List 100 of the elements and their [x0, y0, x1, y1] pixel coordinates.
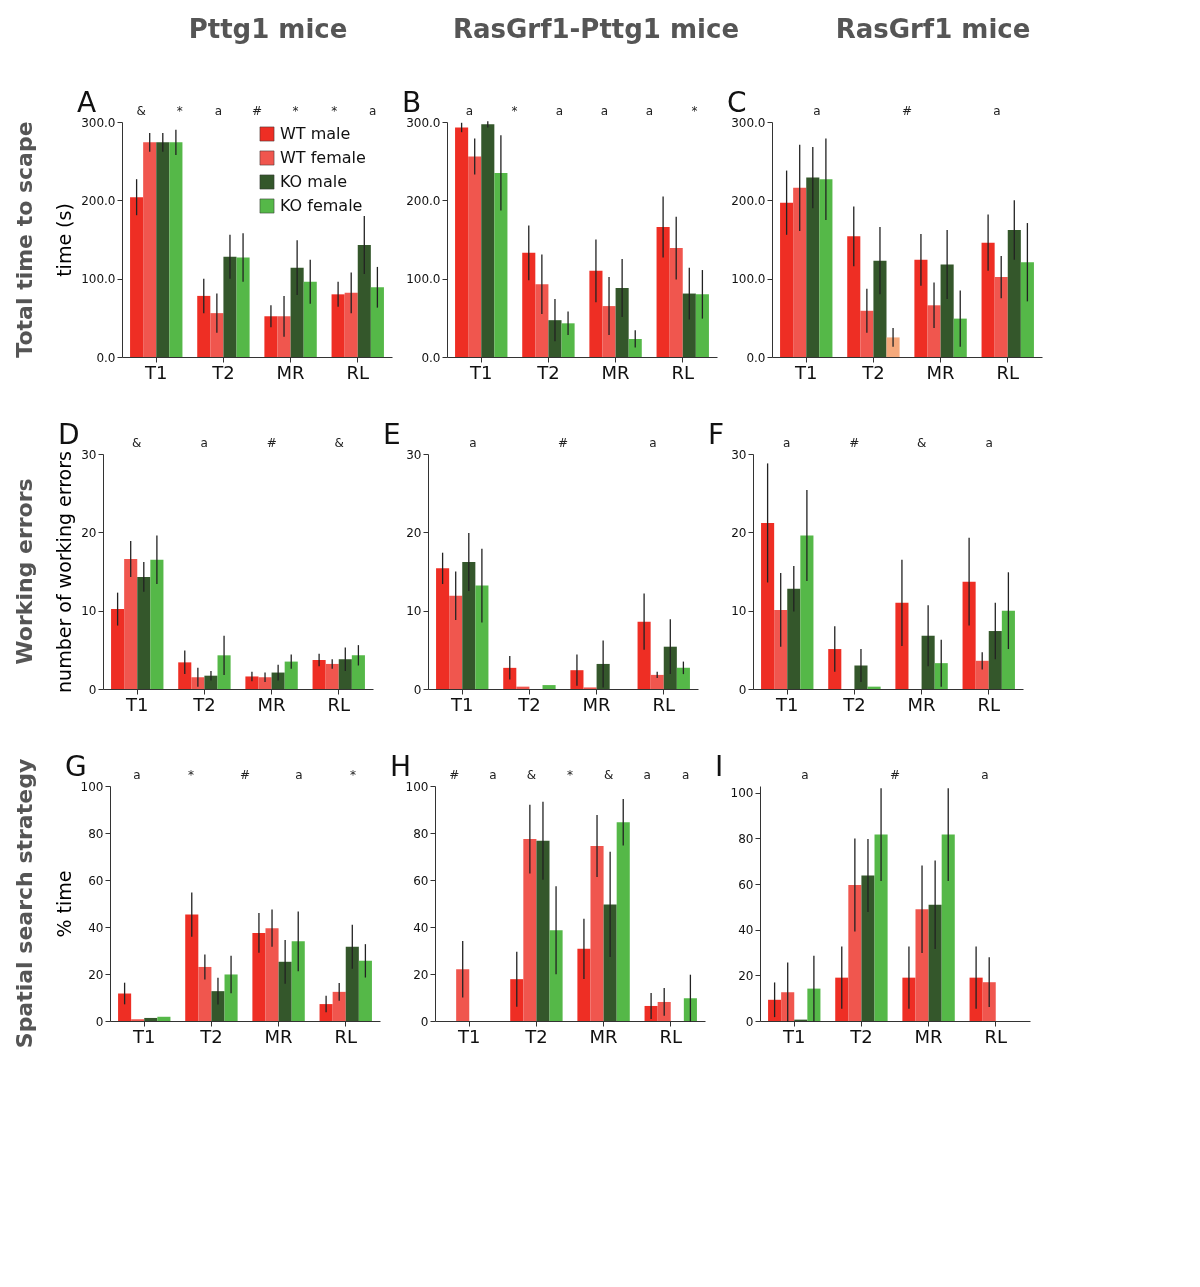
- y-tick-label: 30: [731, 447, 747, 462]
- text: #: [557, 436, 569, 450]
- text: a: [645, 104, 654, 118]
- x-tick-label: RL: [996, 361, 1020, 383]
- y-axis-title: number of working errors: [53, 451, 76, 693]
- text: a: [133, 768, 141, 782]
- y-tick-label: 100.0: [81, 272, 116, 287]
- text: #: [901, 104, 913, 118]
- x-tick-label: T2: [536, 361, 560, 383]
- y-axis-title: time (s): [53, 203, 76, 277]
- y-tick-label: 100.0: [406, 272, 441, 287]
- y-tick-label: 0: [738, 682, 747, 697]
- text: &: [334, 436, 344, 450]
- chart-title: F: [708, 418, 725, 451]
- text: #: [889, 768, 901, 782]
- text: &: [917, 436, 927, 450]
- x-tick-label: T2: [861, 361, 885, 383]
- text: #: [266, 436, 277, 450]
- legend-label: WT female: [280, 148, 366, 167]
- y-tick-label: 40: [88, 920, 104, 935]
- x-tick-label: T1: [782, 1025, 806, 1047]
- x-tick-label: T1: [469, 361, 493, 383]
- text: a: [783, 436, 791, 450]
- y-tick-label: 20: [88, 967, 104, 982]
- x-tick-label: T2: [211, 361, 235, 383]
- text: *: [176, 104, 183, 118]
- text: *: [331, 104, 338, 118]
- y-axis-title: % time: [52, 870, 75, 938]
- y-tick-label: 200.0: [81, 193, 116, 208]
- x-tick-label: MR: [589, 1025, 618, 1047]
- legend-label: KO male: [280, 172, 347, 191]
- text: a: [682, 768, 690, 782]
- text: a: [465, 104, 474, 118]
- y-tick-label: 100: [730, 786, 754, 801]
- text: a: [981, 768, 989, 782]
- y-tick-label: 100.0: [731, 272, 766, 287]
- y-tick-label: 0.0: [96, 350, 116, 365]
- text: *: [188, 768, 194, 782]
- x-tick-label: T1: [144, 361, 168, 383]
- x-tick-label: RL: [659, 1025, 683, 1047]
- text: &: [132, 436, 142, 450]
- x-tick-label: T2: [849, 1025, 873, 1047]
- x-tick-label: T2: [524, 1025, 548, 1047]
- text: a: [369, 104, 377, 118]
- y-tick-label: 20: [413, 967, 429, 982]
- text: a: [813, 104, 821, 118]
- chart-title: I: [715, 750, 724, 783]
- y-tick-label: 10: [731, 604, 747, 619]
- text: *: [691, 104, 698, 118]
- text: a: [600, 104, 609, 118]
- text: RasGrf1 mice: [835, 14, 1031, 44]
- y-tick-label: 20: [738, 968, 754, 983]
- text: Working errors: [12, 478, 37, 665]
- text: a: [214, 104, 223, 118]
- text: &: [136, 104, 146, 118]
- x-tick-label: RL: [671, 361, 695, 383]
- text: Spatial search strategy: [12, 758, 37, 1049]
- chart-title: E: [383, 418, 401, 451]
- y-tick-label: 60: [738, 877, 754, 892]
- x-tick-label: T2: [192, 693, 216, 715]
- text: a: [985, 436, 993, 450]
- y-tick-label: 20: [731, 525, 747, 540]
- x-tick-label: T1: [132, 1025, 156, 1047]
- y-tick-label: 40: [738, 923, 754, 938]
- y-tick-label: 20: [406, 525, 422, 540]
- y-tick-label: 0: [88, 682, 97, 697]
- x-tick-label: RL: [327, 693, 351, 715]
- text: &: [526, 768, 537, 782]
- text: Pttg1 mice: [188, 14, 348, 44]
- text: #: [251, 104, 263, 118]
- x-tick-label: MR: [264, 1025, 293, 1047]
- text: *: [350, 768, 356, 782]
- x-tick-label: MR: [907, 693, 936, 715]
- x-tick-label: T1: [775, 693, 799, 715]
- y-tick-label: 60: [413, 873, 429, 888]
- text: a: [643, 768, 651, 782]
- x-tick-label: T2: [199, 1025, 223, 1047]
- text: *: [567, 768, 573, 782]
- y-tick-label: 0: [95, 1014, 104, 1029]
- y-tick-label: 80: [88, 826, 104, 841]
- text: Total time to scape: [12, 121, 37, 358]
- x-tick-label: RL: [652, 693, 676, 715]
- text: a: [489, 768, 497, 782]
- text: *: [292, 104, 299, 118]
- y-tick-label: 200.0: [731, 193, 766, 208]
- legend-label: WT male: [280, 124, 351, 143]
- text: *: [511, 104, 518, 118]
- text: #: [849, 436, 860, 450]
- y-tick-label: 0.0: [421, 350, 441, 365]
- x-tick-label: MR: [276, 361, 305, 383]
- y-tick-label: 0.0: [746, 350, 766, 365]
- y-tick-label: 0: [745, 1014, 754, 1029]
- text: a: [801, 768, 809, 782]
- x-tick-label: MR: [601, 361, 630, 383]
- y-tick-label: 60: [88, 873, 104, 888]
- y-tick-label: 80: [413, 826, 429, 841]
- y-tick-label: 0: [420, 1014, 429, 1029]
- text: a: [295, 768, 303, 782]
- chart-title: D: [58, 418, 80, 451]
- x-tick-label: MR: [257, 693, 286, 715]
